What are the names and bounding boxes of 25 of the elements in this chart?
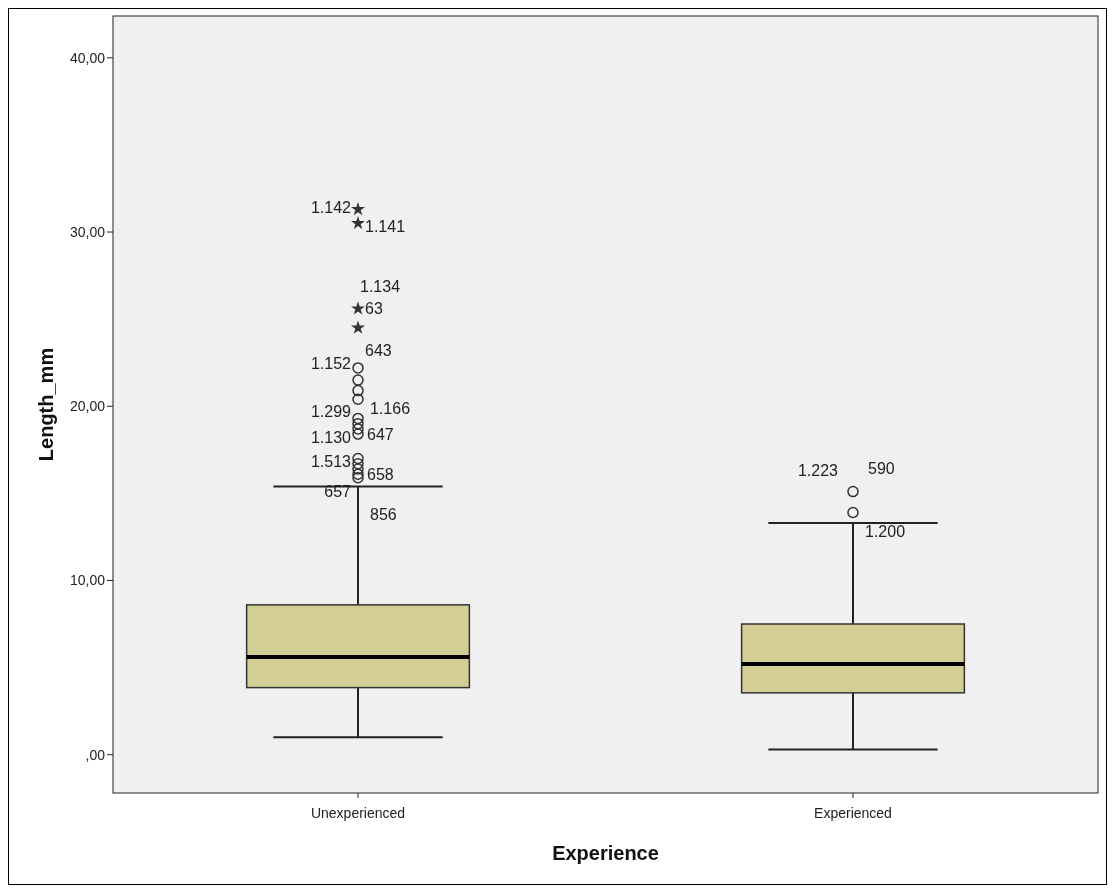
x-tick-label: Experienced	[814, 805, 892, 821]
y-tick-label: ,00	[85, 746, 106, 763]
annotation: 1.513	[310, 453, 352, 471]
y-axis-title: Length_mm	[35, 347, 57, 462]
x-tick-label: Unexperienced	[310, 805, 406, 821]
annotation: 1.142	[310, 198, 352, 216]
annotation: 1.299	[310, 403, 352, 421]
annotation: 643	[365, 342, 392, 360]
annotation: 1.200	[864, 523, 906, 541]
annotation: 856	[370, 506, 397, 524]
y-tick-label: 10,00	[69, 572, 106, 589]
annotation: 1.134	[360, 278, 401, 296]
annotation: 1.130	[310, 428, 352, 446]
annotation: 590	[867, 460, 895, 478]
y-tick-label: 30,00	[69, 223, 106, 240]
annotation: 1.141	[365, 217, 406, 235]
annotation: 1.223	[797, 462, 839, 480]
annotation: 1.166	[370, 399, 411, 417]
y-tick-label: 40,00	[69, 49, 106, 66]
annotation: 658	[367, 465, 394, 483]
annotation: 647	[367, 425, 394, 443]
annotation: 63	[365, 300, 383, 318]
x-axis-title: Experience	[552, 842, 659, 864]
annotation: 1.152	[310, 354, 352, 372]
y-tick-label: 20,00	[69, 398, 106, 415]
